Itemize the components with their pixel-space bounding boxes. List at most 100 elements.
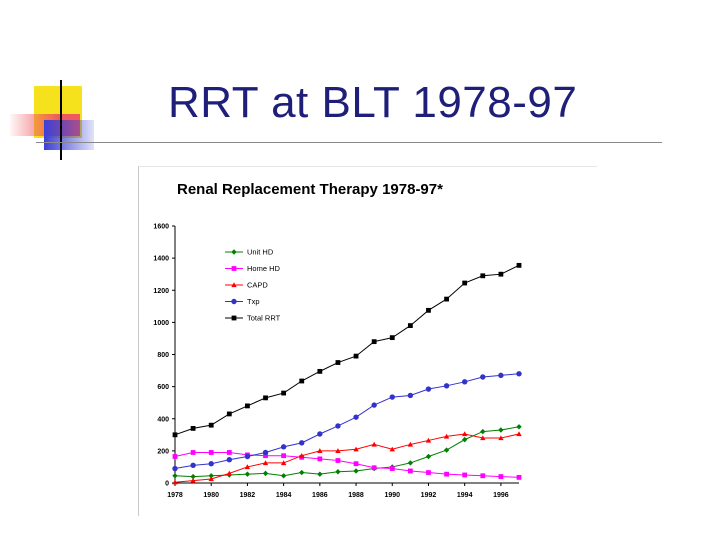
data-point-unit-hd bbox=[317, 471, 323, 477]
data-point-total-rrt bbox=[371, 339, 377, 345]
data-point-home-hd bbox=[190, 450, 196, 455]
data-point-home-hd bbox=[516, 474, 522, 480]
data-point-txp bbox=[516, 371, 522, 377]
legend-label: Unit HD bbox=[247, 248, 274, 257]
data-point-txp bbox=[262, 449, 269, 456]
data-point-capd bbox=[190, 477, 196, 483]
y-tick-label: 0 bbox=[165, 481, 169, 488]
x-tick-label: 1992 bbox=[421, 492, 437, 499]
data-point-total-rrt bbox=[516, 262, 522, 268]
legend-label: CAPD bbox=[247, 281, 268, 290]
data-point-unit-hd bbox=[335, 469, 341, 475]
legend-item-home-hd: Home HD bbox=[225, 264, 281, 273]
data-point-capd bbox=[172, 479, 178, 485]
deco-vertical-line bbox=[60, 80, 62, 160]
data-point-unit-hd bbox=[407, 460, 414, 466]
data-point-total-rrt bbox=[353, 353, 359, 359]
data-point-unit-hd bbox=[353, 468, 359, 474]
y-tick-label: 1200 bbox=[153, 288, 169, 295]
legend-marker bbox=[231, 282, 237, 288]
series-capd bbox=[172, 431, 522, 485]
data-point-total-rrt bbox=[480, 273, 486, 279]
data-point-total-rrt bbox=[462, 280, 468, 286]
x-tick-label: 1984 bbox=[276, 492, 292, 499]
x-tick-label: 1990 bbox=[384, 492, 400, 499]
data-point-total-rrt bbox=[299, 378, 305, 384]
series-line-total-rrt bbox=[174, 264, 520, 436]
y-tick-label: 800 bbox=[157, 352, 169, 359]
data-point-unit-hd bbox=[262, 470, 269, 477]
data-point-home-hd bbox=[335, 458, 341, 463]
chart-frame: Renal Replacement Therapy 1978-97* 0 200 4… bbox=[138, 166, 597, 516]
y-tick-label: 200 bbox=[157, 448, 169, 455]
y-tick-label: 1000 bbox=[153, 320, 169, 327]
data-point-total-rrt bbox=[208, 422, 214, 428]
legend-marker bbox=[231, 249, 237, 255]
deco-blue-block bbox=[44, 120, 94, 150]
legend-item-capd: CAPD bbox=[225, 281, 268, 290]
data-point-capd bbox=[299, 452, 305, 458]
data-point-home-hd bbox=[480, 473, 486, 479]
data-point-txp bbox=[299, 440, 305, 446]
x-tick-label: 1994 bbox=[457, 492, 473, 499]
series-layer bbox=[172, 262, 522, 485]
data-point-total-rrt bbox=[172, 432, 178, 438]
data-point-capd bbox=[480, 435, 486, 441]
data-point-total-rrt bbox=[245, 403, 250, 409]
data-point-txp bbox=[498, 372, 504, 379]
data-point-total-rrt bbox=[335, 360, 341, 365]
data-point-capd bbox=[208, 476, 214, 482]
data-point-capd bbox=[389, 446, 395, 452]
data-point-txp bbox=[425, 386, 432, 392]
series-total-rrt bbox=[172, 262, 522, 438]
data-point-txp bbox=[480, 374, 486, 380]
data-point-capd bbox=[461, 431, 468, 437]
series-line-capd bbox=[174, 433, 520, 483]
data-point-capd bbox=[353, 446, 359, 452]
y-tick-label: 1400 bbox=[153, 256, 169, 263]
data-point-capd bbox=[244, 464, 251, 470]
legend-marker bbox=[231, 266, 237, 271]
data-point-total-rrt bbox=[263, 395, 268, 401]
data-point-capd bbox=[335, 448, 341, 454]
data-point-total-rrt bbox=[426, 307, 431, 313]
series-line-home-hd bbox=[174, 451, 520, 478]
data-point-unit-hd bbox=[425, 453, 432, 460]
data-point-home-hd bbox=[281, 453, 287, 459]
legend-marker bbox=[231, 315, 237, 321]
data-point-home-hd bbox=[208, 450, 214, 455]
title-divider bbox=[36, 142, 662, 143]
data-point-home-hd bbox=[226, 450, 232, 455]
legend-item-txp: Txp bbox=[225, 297, 260, 306]
data-point-capd bbox=[317, 448, 323, 454]
data-point-total-rrt bbox=[190, 425, 196, 431]
data-point-unit-hd bbox=[190, 473, 196, 480]
data-point-home-hd bbox=[407, 468, 413, 474]
data-point-unit-hd bbox=[498, 427, 504, 433]
data-point-txp bbox=[461, 379, 468, 385]
data-point-total-rrt bbox=[407, 323, 413, 328]
data-point-home-hd bbox=[444, 471, 449, 477]
x-tick-label: 1986 bbox=[312, 492, 328, 499]
data-point-unit-hd bbox=[244, 471, 251, 477]
legend-label: Txp bbox=[247, 297, 260, 306]
series-txp bbox=[172, 371, 522, 472]
legend-label: Home HD bbox=[247, 264, 281, 273]
data-point-txp bbox=[208, 461, 214, 467]
data-point-txp bbox=[353, 414, 359, 420]
data-point-home-hd bbox=[389, 466, 395, 471]
data-point-unit-hd bbox=[172, 473, 178, 479]
data-point-capd bbox=[516, 431, 522, 437]
data-point-home-hd bbox=[263, 453, 268, 459]
series-line-txp bbox=[174, 373, 520, 470]
data-point-unit-hd bbox=[208, 473, 214, 479]
data-point-txp bbox=[389, 394, 395, 400]
legend-marker bbox=[231, 298, 237, 305]
series-unit-hd bbox=[172, 424, 522, 480]
data-point-txp bbox=[443, 383, 450, 389]
data-point-unit-hd bbox=[280, 473, 287, 479]
data-point-home-hd bbox=[172, 454, 178, 459]
axes: 0 200 400 600 800 1000 1200 1400 1600 1978 1980 198… bbox=[153, 224, 519, 499]
series-home-hd bbox=[172, 450, 522, 480]
data-point-txp bbox=[317, 431, 323, 437]
